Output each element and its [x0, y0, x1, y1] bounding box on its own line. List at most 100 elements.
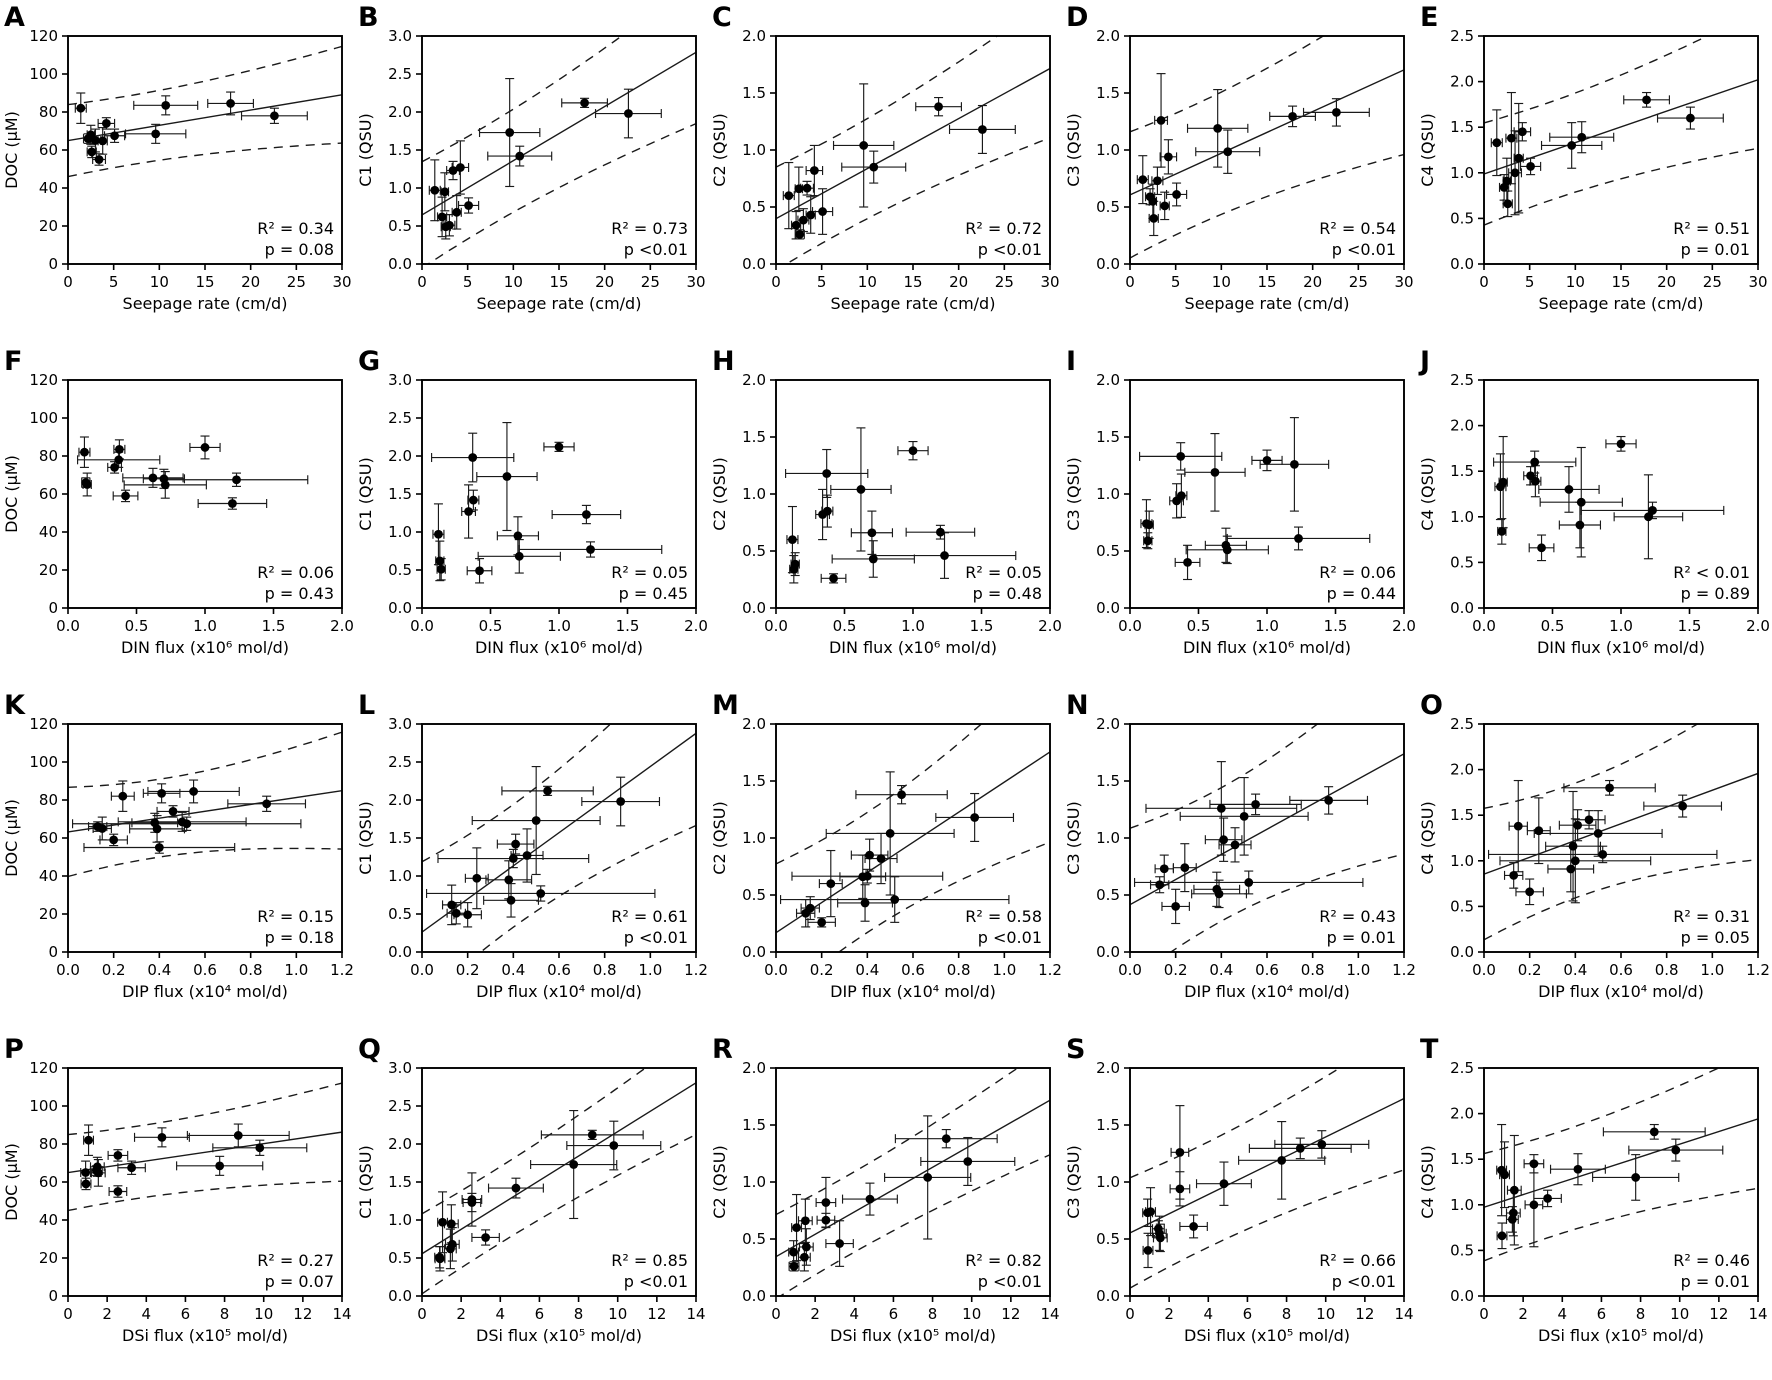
x-tick-label: 25	[1349, 273, 1368, 291]
x-tick-label: 2.0	[684, 617, 708, 635]
y-tick-label: 60	[39, 829, 58, 847]
data-point	[1543, 1194, 1553, 1203]
data-point	[168, 807, 178, 816]
x-tick-label: 20	[1657, 273, 1676, 291]
fit-line	[776, 751, 1050, 934]
x-tick-label: 1.0	[1255, 617, 1279, 635]
panel-letter: M	[712, 690, 739, 721]
data-point	[86, 130, 96, 140]
upper-confidence-band	[1130, 724, 1319, 829]
x-tick-label: 0.2	[1164, 961, 1188, 979]
y-axis-title: C3 (QSU)	[1064, 1145, 1083, 1218]
data-point	[936, 527, 945, 537]
r-squared-label: R² = 0.85	[611, 1251, 688, 1270]
y-tick-label: 1.5	[1450, 462, 1474, 480]
data-point	[1567, 141, 1577, 150]
axis-ticks	[1478, 379, 1759, 614]
y-tick-label: 1.5	[742, 1116, 766, 1134]
y-tick-label: 100	[29, 409, 58, 427]
panel-H: H 0.0 0.5 1.0 1.5 2.0 0.0 0.5 1.0 1.5 2.0 DIN flux …	[708, 344, 1062, 688]
y-axis-title: C4 (QSU)	[1418, 457, 1437, 530]
axis-ticks	[1478, 35, 1759, 270]
x-tick-label: 0.0	[1472, 961, 1496, 979]
y-axis-title: C3 (QSU)	[1064, 801, 1083, 874]
panel-M-plot: M 0.0 0.2 0.4 0.6 0.8 1.0 1.2 0.0 0.5 1.0 1.5 2.0 DIP…	[710, 690, 1062, 1001]
y-tick-label: 100	[29, 753, 58, 771]
panel-P-plot: P 0 2 4 6 8 10 12 14 0 20 40 60 80 100 120 DSi flux (x10…	[2, 1034, 352, 1345]
x-tick-label: 5	[463, 273, 473, 291]
x-tick-label: 0.6	[1255, 961, 1279, 979]
y-tick-label: 80	[39, 1135, 58, 1153]
x-tick-label: 2.0	[1392, 617, 1416, 635]
x-tick-label: 8	[220, 1305, 230, 1323]
upper-confidence-band	[776, 36, 999, 168]
data-point	[1644, 512, 1653, 522]
x-tick-label: 1.2	[330, 961, 354, 979]
x-tick-label: 2	[456, 1305, 466, 1323]
x-axis-title: DSi flux (x10⁵ mol/d)	[476, 1326, 642, 1345]
panel-K: K 0.0 0.2 0.4 0.6 0.8 1.0 1.2 0 20 40 60 80 100 120 DIP…	[0, 688, 354, 1032]
upper-confidence-band	[1484, 724, 1699, 809]
y-axis-title: C1 (QSU)	[356, 801, 375, 874]
data-point	[1517, 127, 1527, 137]
x-tick-label: 14	[686, 1305, 705, 1323]
x-tick-label: 8	[574, 1305, 584, 1323]
y-tick-label: 1.5	[388, 829, 412, 847]
y-tick-label: 0.5	[388, 217, 412, 235]
r-squared-label: R² = 0.72	[965, 219, 1042, 238]
data-point	[923, 1173, 933, 1182]
panel-letter: H	[712, 346, 735, 377]
data-point	[554, 442, 564, 452]
data-point	[504, 875, 514, 885]
x-axis-title: DIN flux (x10⁶ mol/d)	[475, 638, 643, 657]
upper-confidence-band	[68, 731, 342, 788]
data-point	[794, 184, 804, 194]
error-bars-group	[434, 1109, 662, 1272]
lower-confidence-band	[1484, 147, 1758, 226]
lower-confidence-band	[1484, 1187, 1758, 1262]
data-point	[1160, 201, 1170, 211]
y-tick-label: 2.0	[1096, 1059, 1120, 1077]
y-tick-label: 0.5	[742, 1230, 766, 1248]
panel-L: L 0.0 0.2 0.4 0.6 0.8 1.0 1.2 0.0 0.5 1.0 1.5 2.0 2.5…	[354, 688, 708, 1032]
data-point	[1155, 1233, 1165, 1243]
x-tick-label: 0.5	[1541, 617, 1565, 635]
y-tick-label: 2.0	[1450, 1105, 1474, 1123]
y-tick-label: 80	[39, 791, 58, 809]
y-tick-label: 2.0	[388, 447, 412, 465]
y-axis-title: C1 (QSU)	[356, 457, 375, 530]
y-tick-label: 0	[48, 599, 58, 617]
panel-O-plot: O 0.0 0.2 0.4 0.6 0.8 1.0 1.2 0.0 0.5 1.0 1.5 2.0 2.5…	[1418, 690, 1770, 1001]
panel-O: O 0.0 0.2 0.4 0.6 0.8 1.0 1.2 0.0 0.5 1.0 1.5 2.0 2.5…	[1416, 688, 1770, 1032]
data-point	[84, 1135, 93, 1145]
data-point	[586, 545, 595, 554]
data-point	[1529, 1159, 1539, 1169]
data-point	[1575, 520, 1585, 530]
x-tick-label: 6	[181, 1305, 191, 1323]
data-point	[1175, 1147, 1185, 1157]
data-point	[447, 900, 457, 910]
data-point	[160, 480, 170, 490]
data-point	[790, 559, 800, 569]
data-point	[1529, 1200, 1539, 1210]
panel-L-plot: L 0.0 0.2 0.4 0.6 0.8 1.0 1.2 0.0 0.5 1.0 1.5 2.0 2.5…	[356, 690, 708, 1001]
data-point	[1510, 168, 1520, 178]
y-tick-label: 1.5	[1450, 118, 1474, 136]
y-tick-label: 20	[39, 561, 58, 579]
y-tick-label: 2.5	[1450, 1059, 1474, 1077]
panel-letter: A	[4, 2, 25, 33]
x-tick-label: 0.0	[764, 961, 788, 979]
lower-confidence-band	[1130, 153, 1404, 259]
x-tick-label: 0.8	[593, 961, 617, 979]
data-point	[434, 529, 443, 539]
y-tick-label: 1.0	[1450, 508, 1474, 526]
data-point	[76, 103, 86, 113]
y-tick-label: 2.0	[742, 1059, 766, 1077]
p-value-label: p <0.01	[624, 1272, 688, 1291]
x-axis-title: Seepage rate (cm/d)	[123, 294, 288, 313]
p-value-label: p <0.01	[624, 240, 688, 259]
data-point	[435, 556, 445, 566]
data-point	[455, 163, 465, 172]
regression-group	[1130, 724, 1404, 952]
data-point	[1155, 880, 1165, 890]
